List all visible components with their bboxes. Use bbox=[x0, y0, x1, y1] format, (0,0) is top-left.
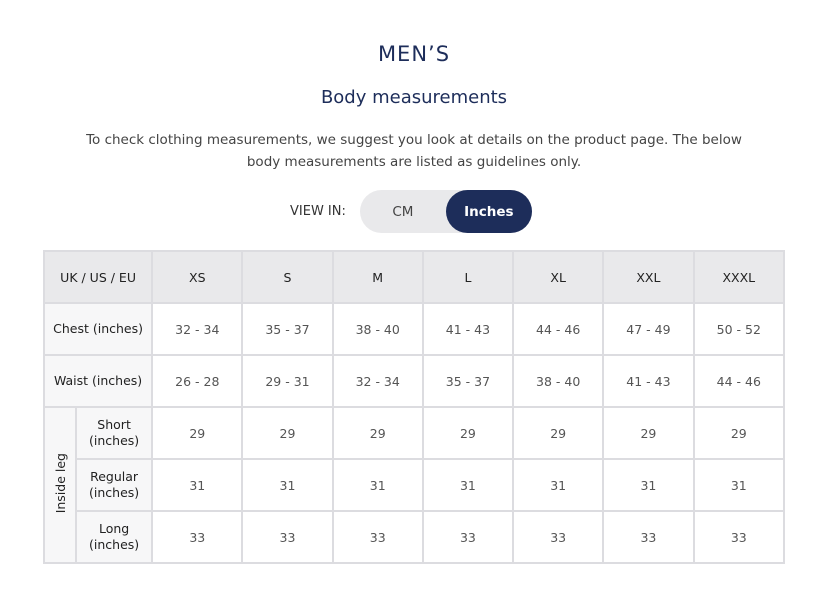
table-cell: 31 bbox=[692, 458, 786, 512]
row-label: Chest (inches) bbox=[42, 302, 154, 356]
description: To check clothing measurements, we sugge… bbox=[86, 132, 742, 170]
table-cell: 47 - 49 bbox=[602, 302, 695, 356]
size-header: XS bbox=[151, 250, 244, 304]
table-cell: 33 bbox=[421, 510, 515, 564]
table-header-row: UK / US / EU XS S M L XL XXL XXXL bbox=[42, 250, 786, 304]
table-cell: 29 bbox=[151, 406, 244, 460]
size-header: XL bbox=[512, 250, 605, 304]
row-label: Regular (inches) bbox=[74, 458, 154, 512]
table-cell: 33 bbox=[602, 510, 695, 564]
size-header: S bbox=[241, 250, 334, 304]
table-row: Waist (inches) 26 - 28 29 - 31 32 - 34 35 - … bbox=[42, 354, 786, 408]
table-cell: 50 - 52 bbox=[692, 302, 786, 356]
table-row: Inside leg Short (inches) 29 29 29 29 29 29 29 bbox=[43, 406, 786, 564]
region-header: UK / US / EU bbox=[42, 250, 154, 304]
table-cell: 31 bbox=[331, 458, 424, 512]
table-cell: 33 bbox=[151, 510, 244, 564]
table-cell: 33 bbox=[331, 510, 424, 564]
table-cell: 29 bbox=[421, 406, 515, 460]
table-cell: 35 - 37 bbox=[241, 302, 334, 356]
row-label: Short (inches) bbox=[74, 406, 154, 460]
size-header: XXXL bbox=[692, 250, 786, 304]
table-cell: 29 bbox=[602, 406, 695, 460]
size-chart-table: UK / US / EU XS S M L XL XXL XXXL Chest (inches… bbox=[42, 250, 786, 564]
table-cell: 31 bbox=[602, 458, 695, 512]
table-row: Chest (inches) 32 - 34 35 - 37 38 - 40 41 - … bbox=[42, 302, 786, 356]
size-header: M bbox=[331, 250, 424, 304]
table-cell: 29 bbox=[692, 406, 786, 460]
size-header: XXL bbox=[602, 250, 695, 304]
table-cell: 29 bbox=[331, 406, 424, 460]
inside-leg-label: Inside leg bbox=[52, 453, 68, 514]
unit-option-inches[interactable]: Inches bbox=[445, 190, 532, 233]
table-cell: 35 - 37 bbox=[421, 354, 515, 408]
table-row: Regular (inches) 31 31 31 31 31 31 31 bbox=[44, 458, 786, 512]
row-label: Long (inches) bbox=[74, 510, 154, 564]
table-cell: 44 - 46 bbox=[692, 354, 786, 408]
row-label: Waist (inches) bbox=[42, 354, 154, 408]
table-row: Long (inches) 33 33 33 33 33 33 33 bbox=[44, 510, 786, 564]
table-cell: 26 - 28 bbox=[151, 354, 244, 408]
table-cell: 41 - 43 bbox=[421, 302, 515, 356]
unit-option-cm[interactable]: CM bbox=[392, 203, 414, 220]
unit-toggle: CM Inches bbox=[359, 190, 532, 233]
table-cell: 31 bbox=[241, 458, 334, 512]
page-title: MEN’S bbox=[377, 42, 451, 66]
table-cell: 29 bbox=[512, 406, 605, 460]
unit-toggle-group: VIEW IN: CM Inches bbox=[290, 190, 532, 233]
table-cell: 32 - 34 bbox=[151, 302, 244, 356]
table-cell: 33 bbox=[512, 510, 605, 564]
table-cell: 29 bbox=[241, 406, 334, 460]
table-cell: 31 bbox=[512, 458, 605, 512]
table-cell: 31 bbox=[151, 458, 244, 512]
section-subtitle: Body measurements bbox=[320, 87, 508, 108]
table-cell: 33 bbox=[692, 510, 786, 564]
table-cell: 33 bbox=[241, 510, 334, 564]
table-cell: 38 - 40 bbox=[331, 302, 424, 356]
inside-leg-group-label: Inside leg bbox=[43, 406, 77, 564]
table-cell: 29 - 31 bbox=[241, 354, 334, 408]
view-in-label: VIEW IN: bbox=[290, 204, 346, 219]
size-header: L bbox=[421, 250, 515, 304]
table-cell: 31 bbox=[421, 458, 515, 512]
table-cell: 38 - 40 bbox=[512, 354, 605, 408]
table-cell: 41 - 43 bbox=[602, 354, 695, 408]
table-cell: 32 - 34 bbox=[331, 354, 424, 408]
table-cell: 44 - 46 bbox=[512, 302, 605, 356]
